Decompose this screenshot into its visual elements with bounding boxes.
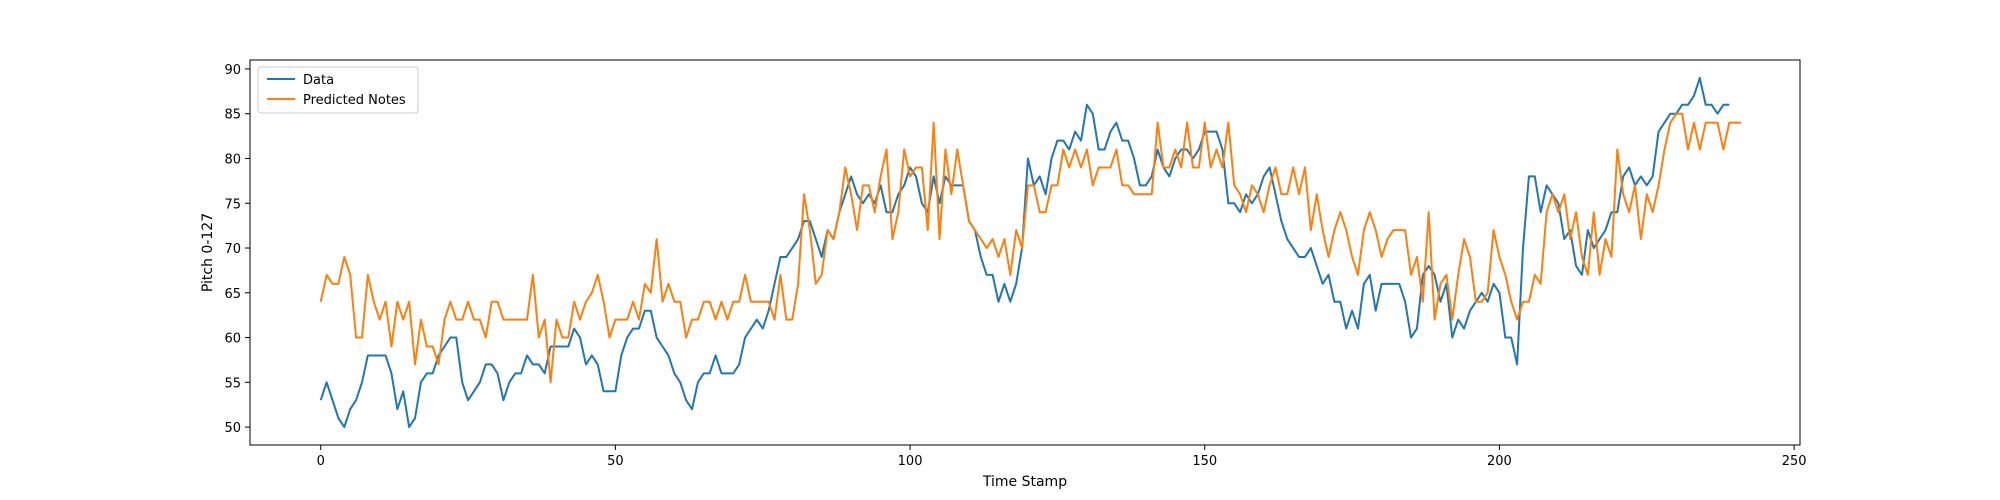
legend-label-predicted-notes: Predicted Notes — [303, 93, 406, 108]
y-tick-label: 65 — [224, 287, 241, 302]
y-tick-label: 85 — [224, 108, 241, 123]
x-tick-label: 250 — [1782, 454, 1807, 469]
series-line-predicted-notes — [319, 112, 1742, 384]
x-tick-label: 150 — [1192, 454, 1217, 469]
legend-label-data: Data — [303, 73, 334, 88]
y-tick-label: 55 — [224, 376, 241, 391]
y-axis: 50 55 60 65 70 75 80 85 90 — [224, 63, 250, 436]
x-axis: 0 50 100 150 200 250 — [317, 445, 1807, 469]
y-tick-label: 80 — [224, 152, 241, 167]
x-tick-label: 50 — [607, 454, 624, 469]
y-tick-label: 75 — [224, 197, 241, 212]
legend-box — [257, 66, 419, 114]
y-tick-label: 70 — [224, 242, 241, 257]
y-tick-label: 60 — [224, 332, 241, 347]
axes-frame — [249, 59, 1801, 446]
x-axis-label: Time Stamp — [982, 474, 1067, 490]
y-axis-label: Pitch 0-127 — [200, 213, 216, 292]
series-layer — [319, 76, 1742, 429]
x-tick-label: 100 — [898, 454, 923, 469]
x-tick-label: 200 — [1487, 454, 1512, 469]
legend: Data Predicted Notes — [257, 66, 419, 114]
y-tick-label: 90 — [224, 63, 241, 78]
y-tick-label: 50 — [224, 421, 241, 436]
x-tick-label: 0 — [317, 454, 325, 469]
series-line-data — [319, 76, 1730, 429]
